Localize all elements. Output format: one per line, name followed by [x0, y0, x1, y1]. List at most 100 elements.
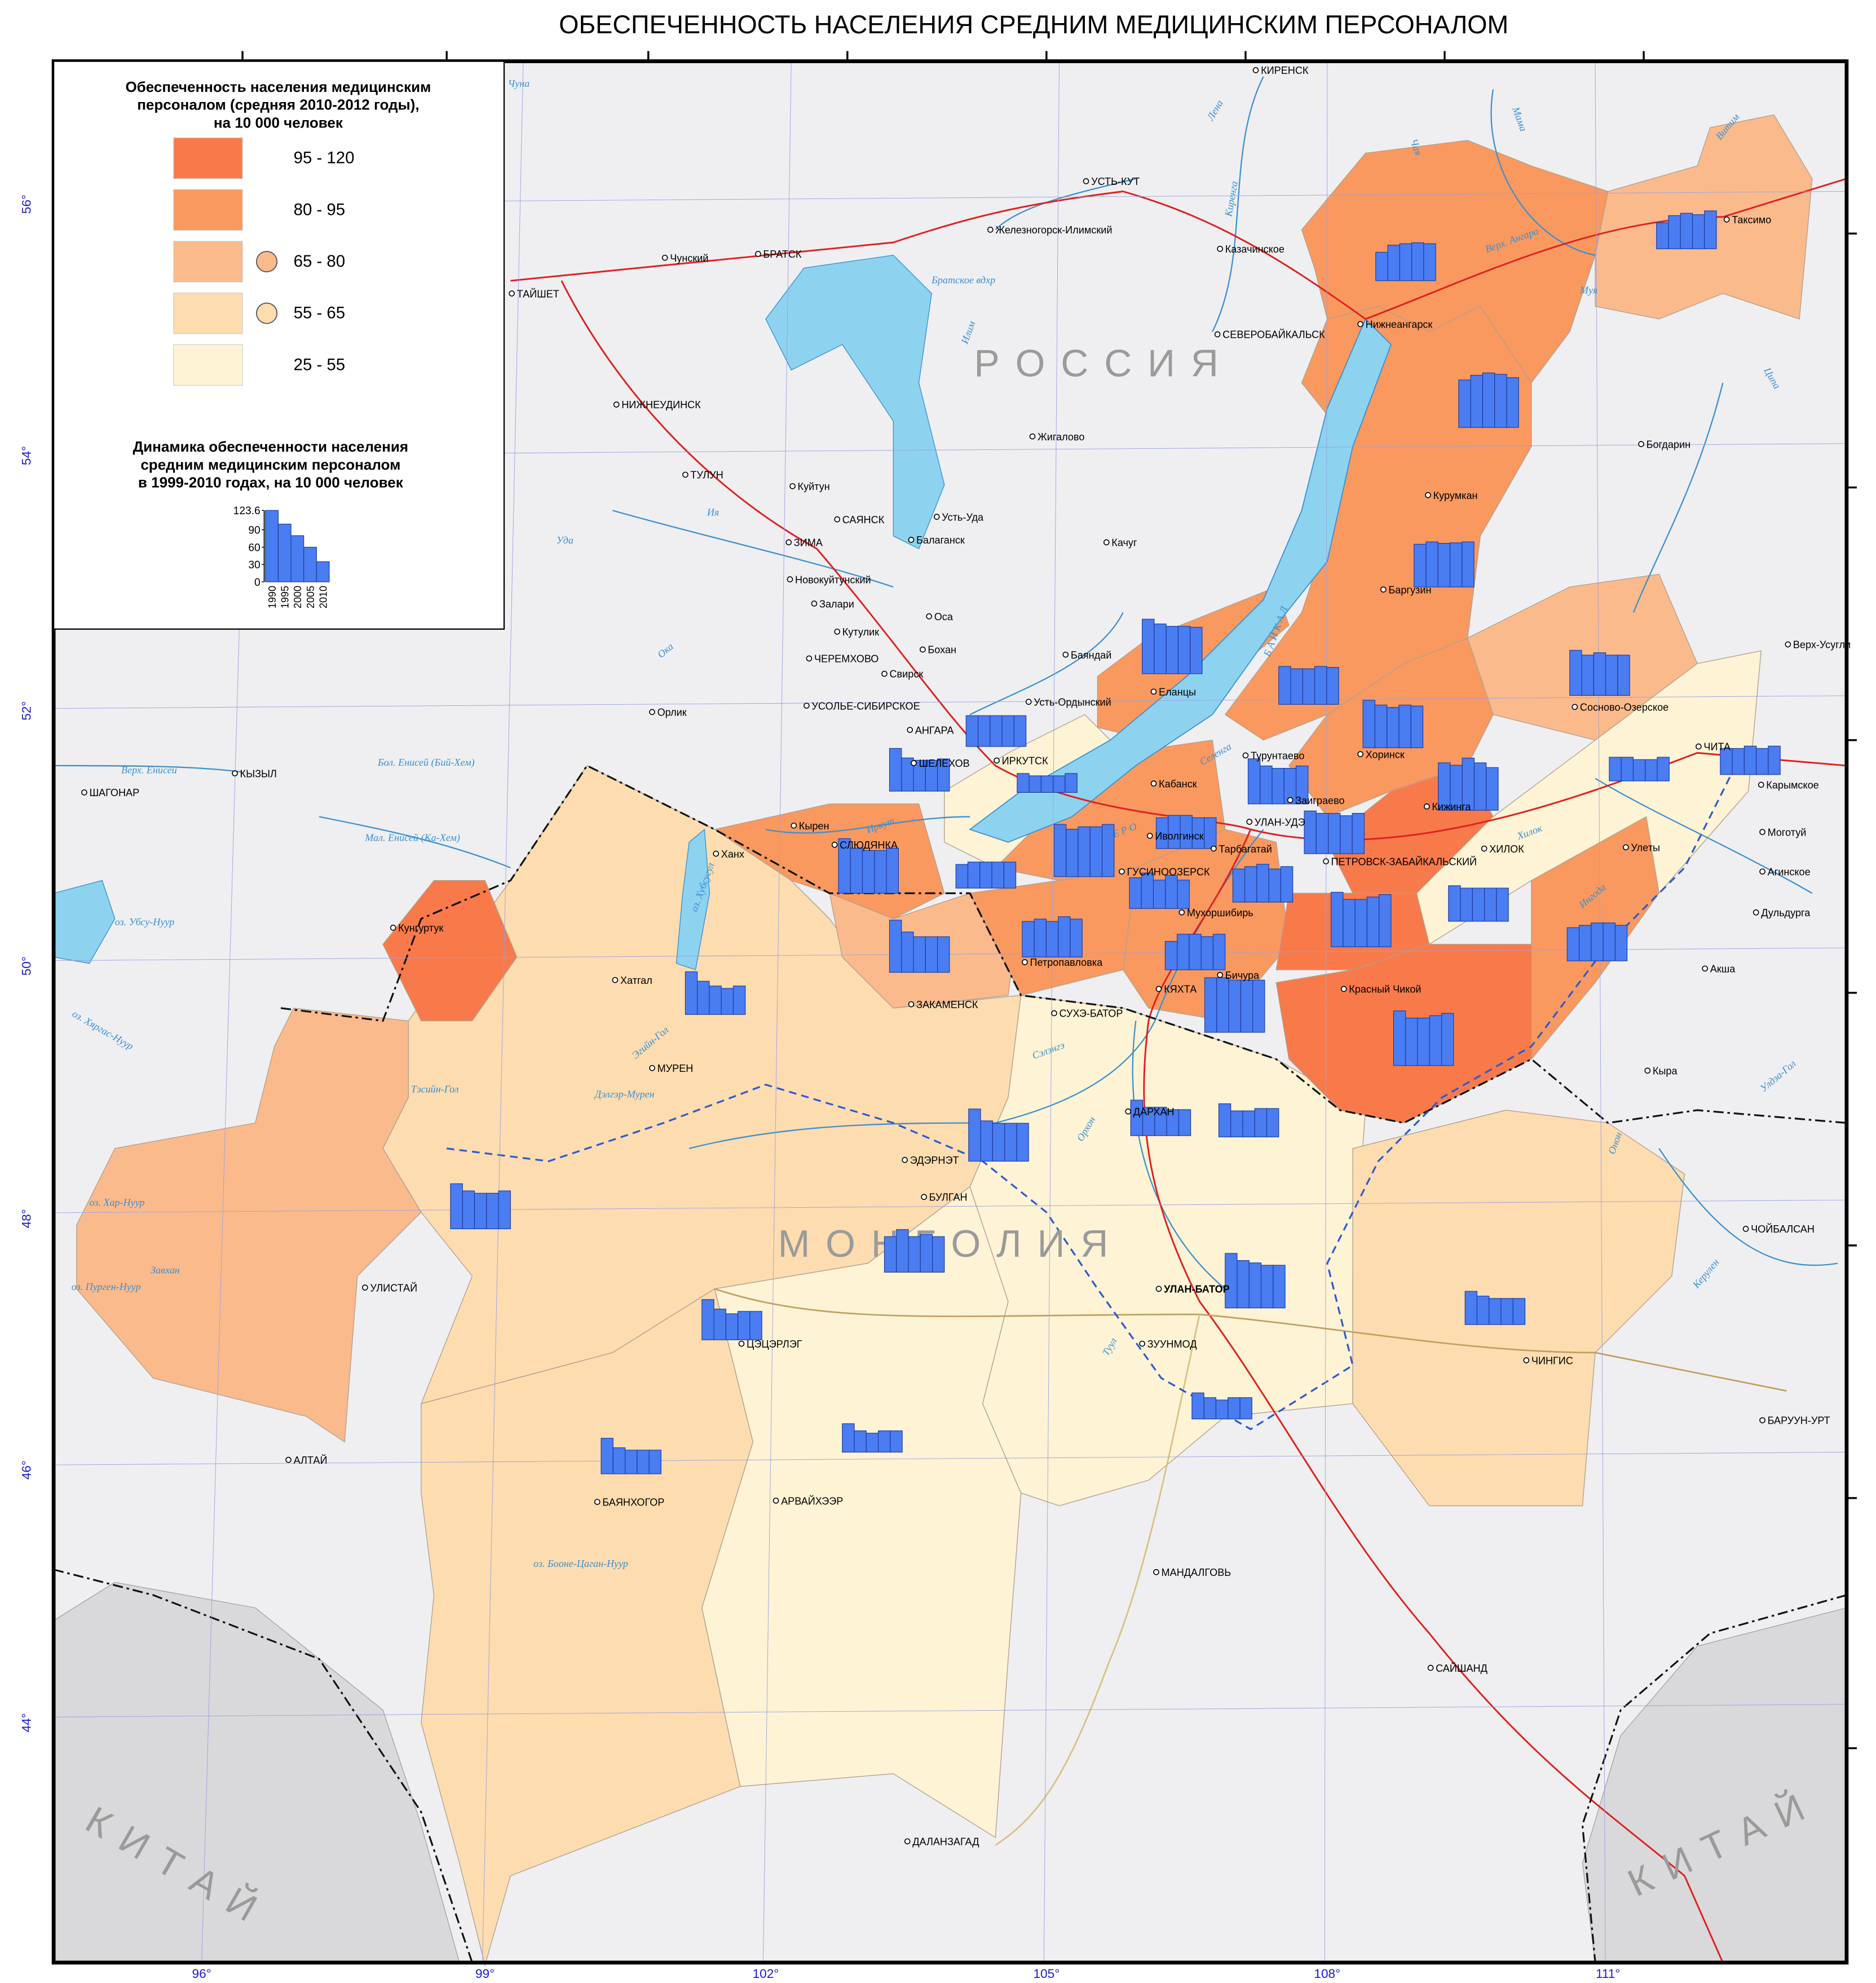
chart-bar: [749, 1311, 762, 1340]
chart-bar: [913, 936, 926, 973]
river: [1632, 382, 1724, 613]
chart-bar: [1154, 623, 1167, 674]
chart-bar: [977, 715, 991, 747]
chart-bar: [1268, 868, 1281, 903]
graticule: [54, 947, 1847, 961]
city-label: БРАТСК: [763, 249, 802, 260]
city-label: Сосново-Озерское: [1580, 702, 1668, 713]
chart-bar: [1053, 824, 1067, 877]
water-label: Уда: [557, 535, 573, 546]
chart-bar: [1001, 715, 1014, 747]
legend-swatch: [173, 344, 243, 386]
city-marker: [1150, 780, 1157, 787]
graticule: [54, 1704, 1847, 1717]
legend-title: средним медицинским персоналом: [140, 456, 400, 473]
city-label: Хатгал: [620, 975, 652, 986]
city-label: Петропавловка: [1030, 957, 1103, 968]
city-marker: [1103, 539, 1110, 546]
city-label: САЯНСК: [842, 514, 885, 525]
chart-bar: [967, 862, 981, 889]
graticule: [54, 695, 1847, 709]
map-frame: [51, 59, 1849, 1965]
chart-bar: [1045, 921, 1059, 957]
legend-swatch: [173, 137, 243, 179]
city-label: Залари: [819, 598, 854, 610]
sample-tick-label: 30: [248, 559, 260, 571]
water-label: Верх. Енисей: [121, 764, 177, 775]
chart-bar: [1013, 715, 1027, 747]
city-label: ЧОЙБАЛСАН: [1751, 1223, 1815, 1235]
chart-bar: [1314, 666, 1327, 705]
chart-bar: [1591, 922, 1604, 961]
water-label: оз. Хар-Нуур: [89, 1197, 144, 1208]
chart-bar: [890, 1430, 903, 1453]
chart-bar: [979, 862, 992, 889]
title: ОБЕСПЕЧЕННОСТЬ НАСЕЛЕНИЯ СРЕДНИМ МЕДИЦИН…: [559, 10, 1508, 39]
chart-bar: [1621, 757, 1634, 781]
chart-bar: [1704, 210, 1717, 249]
city-label: УЛАН-УДЭ: [1255, 816, 1305, 828]
city-marker: [1323, 858, 1329, 864]
chart-bar: [889, 748, 902, 792]
chart-bar: [1034, 918, 1047, 957]
city-label: Верх-Усугли: [1793, 639, 1851, 651]
chart-bar: [901, 931, 914, 973]
legend-title: персоналом (средняя 2010-2012 годы),: [137, 96, 419, 113]
city-label: Иволгинск: [1155, 831, 1203, 842]
sample-tick-label: 60: [248, 542, 260, 554]
chart-bar: [1022, 921, 1035, 957]
chart-bar: [697, 981, 710, 1015]
city-label: УСТЬ-КУТ: [1091, 176, 1140, 187]
legend-title: в 1999-2010 годах, на 10 000 человек: [138, 474, 404, 491]
legend-city-symbol: [256, 250, 278, 272]
chart-bar: [1449, 542, 1463, 588]
city-marker: [1062, 651, 1069, 658]
water-label: Муя: [1579, 285, 1597, 296]
state-border: [53, 1569, 473, 1963]
chart-bar: [732, 986, 746, 1015]
water-label: Бол. Енисей (Бий-Хем): [377, 757, 475, 769]
city-label: БУЛГАН: [929, 1192, 968, 1203]
water-label: Чуна: [508, 78, 530, 89]
chart-bar: [601, 1438, 613, 1474]
chart-bar: [1405, 1017, 1418, 1066]
chart-bar: [1609, 757, 1622, 781]
state-border: [1581, 1594, 1847, 1963]
chart-bar: [1101, 824, 1115, 877]
region: [1301, 140, 1609, 384]
longitude-label: 99°: [475, 1967, 495, 1981]
chart-bar: [1016, 1123, 1029, 1162]
river: [612, 510, 894, 588]
river: [1490, 89, 1596, 256]
river: [995, 178, 1136, 231]
city-label: Жигалово: [1038, 431, 1084, 443]
legend-swatch: [173, 241, 243, 282]
city-marker: [1155, 986, 1162, 992]
city-label: ШАГОНАР: [89, 787, 139, 798]
river: [1658, 1148, 1838, 1266]
latitude-label: 54°: [19, 446, 33, 465]
river: [319, 816, 511, 869]
water-label: оз. Бооне-Цаган-Нуур: [533, 1558, 628, 1569]
city-label: Орлик: [657, 707, 687, 718]
city-marker: [1380, 586, 1387, 593]
chart-bar: [1200, 936, 1214, 970]
city-marker: [1702, 965, 1708, 972]
chart-bar: [1189, 934, 1202, 970]
city-marker: [902, 1156, 908, 1163]
city-marker: [1246, 819, 1253, 825]
graticule: [54, 1452, 1847, 1465]
chart-bar: [1203, 1397, 1216, 1420]
chart-bar: [1743, 745, 1757, 775]
city-marker: [1723, 216, 1730, 223]
chart-bar: [925, 936, 938, 973]
river: [765, 816, 970, 834]
city-marker: [1340, 986, 1347, 992]
chart-bar: [1295, 765, 1309, 805]
chart-bar: [980, 1120, 993, 1162]
legend-title: на 10 000 человек: [214, 114, 343, 131]
city-marker: [831, 841, 838, 848]
city-label: Чунский: [670, 253, 708, 264]
chart-bar: [1581, 655, 1594, 696]
chart-bar: [1375, 251, 1388, 281]
